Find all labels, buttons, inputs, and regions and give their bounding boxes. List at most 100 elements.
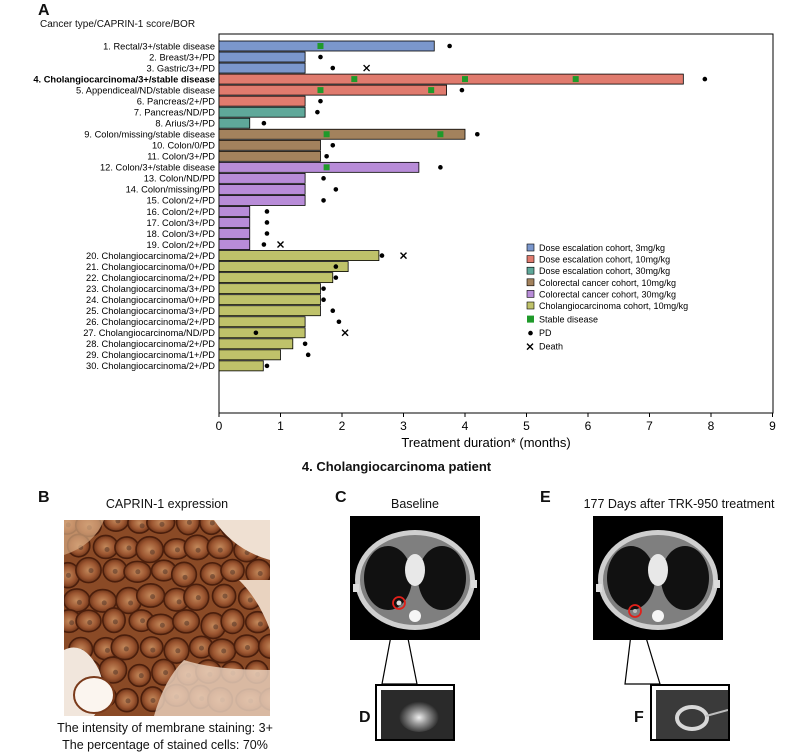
- row-label-27: 27. Cholangiocarcinoma/ND/PD: [83, 328, 215, 338]
- bar-patient-14: [218, 183, 306, 195]
- row-label-30: 30. Cholangiocarcinoma/2+/PD: [86, 361, 215, 371]
- legend-sd-swatch: [527, 315, 534, 323]
- death-marker-3: [363, 64, 371, 72]
- panel-e-title: 177 Days after TRK-950 treatment: [583, 497, 775, 511]
- row-label-21: 21. Cholangiocarcinoma/0+/PD: [86, 262, 215, 272]
- bar-patient-1: [218, 40, 435, 52]
- row-label-5: 5. Appendiceal/ND/stable disease: [76, 85, 215, 95]
- ct-scan-after-treatment: [593, 516, 723, 640]
- row-label-25: 25. Cholangiocarcinoma/3+/PD: [86, 306, 215, 316]
- pd-marker-18: [264, 231, 270, 236]
- legend-swatch-4: [526, 278, 535, 287]
- row-label-13: 13. Colon/ND/PD: [144, 174, 216, 184]
- bar-patient-26: [218, 316, 306, 328]
- row-label-24: 24. Cholangiocarcinoma/0+/PD: [86, 295, 215, 305]
- pd-marker-22: [333, 275, 339, 280]
- bar-patient-28: [218, 338, 294, 350]
- row-label-23: 23. Cholangiocarcinoma/3+/PD: [86, 284, 215, 294]
- pd-marker-7: [315, 109, 320, 115]
- panel-d-letter: D: [359, 709, 371, 726]
- bar-patient-9: [218, 128, 466, 140]
- pd-marker-11: [324, 154, 329, 159]
- bar-patient-12: [218, 161, 420, 173]
- legend-swatch-3: [526, 266, 535, 275]
- bar-patient-13: [218, 172, 306, 184]
- row-label-28: 28. Cholangiocarcinoma/2+/PD: [86, 339, 215, 349]
- legend-pd-label: PD: [539, 328, 552, 338]
- bar-patient-20: [218, 250, 380, 261]
- row-label-9: 9. Colon/missing/stable disease: [84, 130, 215, 140]
- legend-label-2: Dose escalation cohort, 10mg/kg: [539, 255, 670, 265]
- pd-marker-4: [702, 76, 708, 82]
- sd-marker-4-2: [462, 76, 468, 83]
- pd-marker-24: [321, 297, 326, 302]
- legend-label-1: Dose escalation cohort, 3mg/kg: [539, 243, 665, 253]
- panel-e-letter: E: [540, 489, 551, 506]
- x-tick-label-0: 0: [216, 419, 223, 433]
- bar-patient-17: [218, 217, 251, 228]
- pd-marker-19: [261, 242, 267, 247]
- row-label-1: 1. Rectal/3+/stable disease: [103, 41, 215, 51]
- row-label-10: 10. Colon/0/PD: [152, 141, 215, 151]
- pd-marker-5: [459, 87, 465, 93]
- x-tick-label-8: 8: [708, 419, 715, 433]
- row-label-18: 18. Colon/3+/PD: [147, 229, 216, 239]
- legend-death-cross: [526, 343, 534, 351]
- bar-patient-5: [218, 84, 447, 96]
- sd-marker-9-2: [437, 131, 444, 138]
- zoom-callout-c: [381, 640, 418, 685]
- sd-marker-1-1: [317, 43, 324, 49]
- bar-patient-19: [218, 239, 251, 250]
- bar-patient-18: [218, 228, 251, 239]
- row-label-20: 20. Cholangiocarcinoma/2+/PD: [86, 251, 215, 261]
- legend-pd-dot: [528, 330, 533, 336]
- legend-label-3: Dose escalation cohort, 30mg/kg: [539, 266, 670, 276]
- row-label-17: 17. Colon/3+/PD: [147, 218, 216, 228]
- patient-section-title: 4. Cholangiocarcinoma patient: [301, 459, 492, 474]
- row-label-11: 11. Colon/3+/PD: [147, 152, 215, 162]
- row-label-19: 19. Colon/2+/PD: [147, 240, 216, 250]
- pd-marker-27: [253, 330, 259, 336]
- legend-label-4: Colorectal cancer cohort, 10mg/kg: [539, 278, 676, 288]
- row-label-3: 3. Gastric/3+/PD: [147, 63, 216, 73]
- pd-marker-23: [321, 286, 326, 291]
- row-label-7: 7. Pancreas/ND/PD: [134, 107, 215, 117]
- bar-patient-10: [218, 139, 321, 151]
- row-label-16: 16. Colon/2+/PD: [147, 207, 216, 217]
- pd-marker-16: [264, 209, 270, 214]
- pd-marker-10: [330, 142, 336, 148]
- x-tick-label-7: 7: [646, 419, 653, 433]
- pd-marker-17: [264, 220, 270, 225]
- bar-patient-24: [218, 294, 321, 306]
- pd-marker-3: [330, 65, 336, 71]
- sd-marker-12-1: [323, 164, 330, 171]
- legend-sd-label: Stable disease: [539, 315, 598, 325]
- pd-marker-28: [302, 341, 308, 347]
- panel-f-letter: F: [634, 709, 644, 726]
- x-tick-label-2: 2: [339, 419, 346, 433]
- row-label-12: 12. Colon/3+/stable disease: [100, 163, 215, 173]
- bar-patient-3: [218, 62, 306, 74]
- pd-marker-26: [336, 319, 342, 325]
- x-tick-label-5: 5: [523, 419, 530, 433]
- pd-marker-25: [330, 308, 336, 314]
- panel-c-title: Baseline: [391, 497, 439, 511]
- pd-marker-1: [447, 43, 452, 49]
- x-tick-label-3: 3: [400, 419, 407, 433]
- legend-swatch-1: [526, 243, 535, 252]
- row-label-4: 4. Cholangiocarcinoma/3+/stable disease: [33, 74, 215, 84]
- bar-patient-23: [218, 283, 321, 295]
- legend-death-label: Death: [539, 342, 563, 352]
- bar-patient-2: [218, 51, 306, 63]
- sd-marker-5-2: [428, 87, 435, 94]
- sd-marker-9-1: [323, 131, 330, 138]
- pd-marker-15: [321, 198, 326, 203]
- pd-marker-21: [333, 264, 339, 269]
- row-label-14: 14. Colon/missing/PD: [126, 185, 216, 195]
- pd-marker-29: [305, 352, 311, 358]
- pd-marker-12: [438, 165, 443, 170]
- panel-a-letter: A: [38, 2, 50, 19]
- zoom-callout-e: [624, 640, 661, 685]
- bar-patient-11: [218, 150, 321, 162]
- panel-b-letter: B: [38, 489, 50, 506]
